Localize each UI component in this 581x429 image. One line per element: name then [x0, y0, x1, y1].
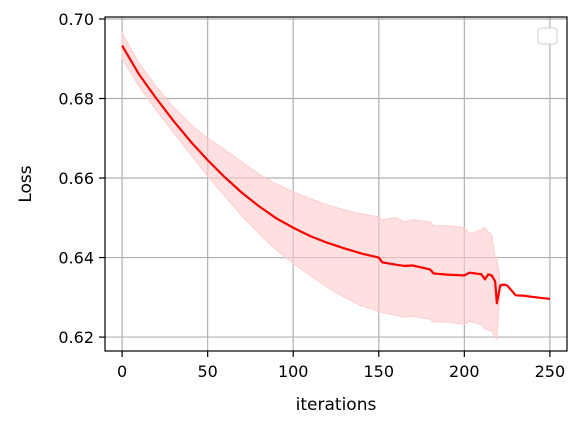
- x-tick-label: 50: [197, 362, 217, 381]
- y-axis-ticks: 0.62 0.64 0.66 0.68 0.70: [58, 10, 105, 347]
- series-lines: [121, 45, 551, 305]
- y-tick-label: 0.62: [58, 328, 94, 347]
- loss-line: [121, 45, 551, 305]
- y-tick-label: 0.70: [58, 10, 94, 29]
- x-tick-label: 200: [449, 362, 480, 381]
- confidence-band: [121, 30, 550, 341]
- loss-band: [121, 30, 550, 341]
- x-tick-label: 250: [535, 362, 566, 381]
- x-tick-label: 150: [364, 362, 395, 381]
- x-tick-label: 100: [278, 362, 309, 381]
- x-tick-label: 0: [117, 362, 127, 381]
- x-axis-label: iterations: [296, 395, 377, 415]
- y-tick-label: 0.66: [58, 169, 94, 188]
- y-axis-label: Loss: [16, 165, 36, 202]
- legend-box: [537, 27, 558, 45]
- grid-lines: [105, 17, 567, 351]
- y-tick-label: 0.68: [58, 90, 94, 109]
- plot-frame: [104, 16, 568, 352]
- y-tick-label: 0.64: [58, 249, 94, 268]
- x-axis-ticks: 0 50 100 150 200 250: [117, 351, 565, 381]
